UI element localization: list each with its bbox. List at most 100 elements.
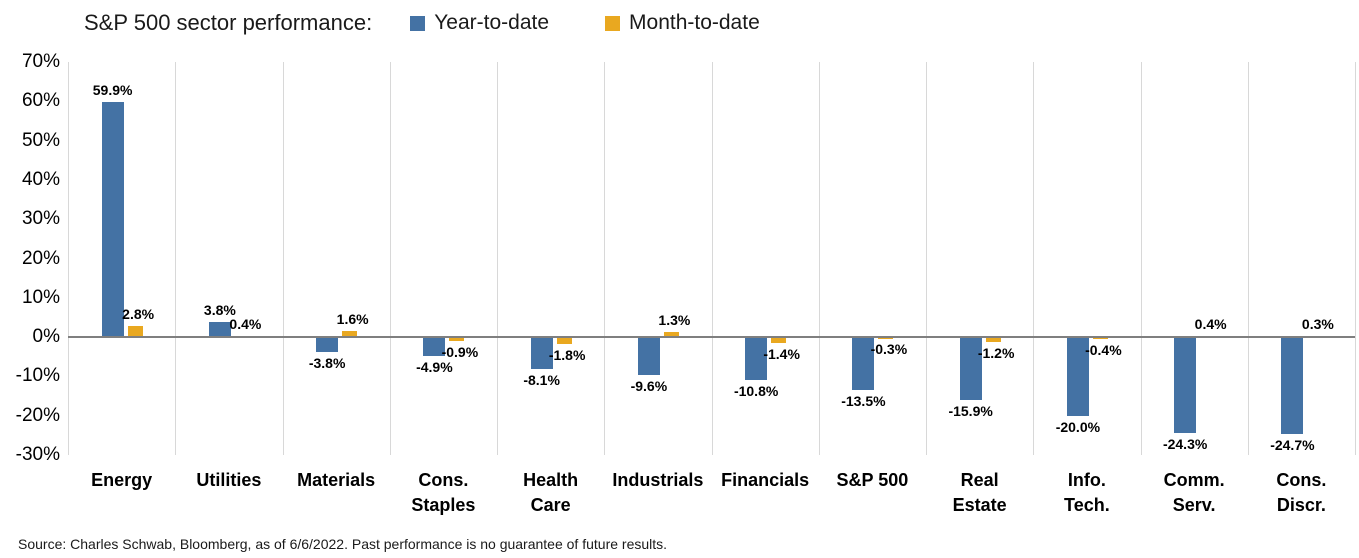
legend-label: Month-to-date [629,11,760,34]
gridline [68,62,69,455]
y-axis-tick-label: 20% [21,247,60,269]
category-label: S&P 500 [837,468,909,493]
bar-value-label: -10.8% [733,382,779,399]
category-label-line: S&P 500 [836,470,909,490]
legend-swatch-mtd [605,15,621,31]
category-label-line: Real [960,470,999,490]
gridline [282,62,284,455]
ytd-bar-health-care [530,337,553,369]
chart-header: S&P 500 sector performance: Year-to-date… [84,10,760,36]
mtd-bar-energy [127,326,143,338]
category-label-line: Comm. [1163,470,1225,490]
category-label-line: Info. [1067,470,1106,490]
category-label-line: Staples [411,495,476,515]
ytd-bar-materials [316,337,339,353]
category-label: Industrials [612,468,703,493]
y-axis-tick-label: 40% [21,168,60,190]
bar-value-label: -24.3% [1162,435,1208,452]
mtd-bar-real-estate [985,337,1001,342]
ytd-bar-cons-staples [423,337,446,357]
zero-axis-line [68,336,1355,339]
gridline [175,62,177,455]
category-label-line: Utilities [196,470,262,490]
ytd-bar-energy [101,101,124,338]
category-label-line: Materials [297,470,376,490]
gridline [1355,62,1356,455]
legend-item-ytd: Year-to-date [410,11,549,35]
bar-value-label: -8.1% [523,371,560,388]
bar-value-label: -9.6% [630,377,668,394]
bar-value-label: -0.4% [1085,341,1122,358]
category-label: Comm. Serv. [1164,468,1225,518]
y-axis-tick-label: 30% [21,208,60,230]
bar-value-label: -13.5% [841,393,886,410]
category-label-line: Health [523,470,579,490]
ytd-bar-comm-serv- [1174,337,1197,433]
gridline [1140,62,1142,455]
category-label-line: Estate [952,495,1007,515]
bar-value-label: -0.9% [441,343,479,360]
mtd-bar-financials [771,337,787,343]
category-label: Energy [91,468,152,493]
bar-value-label: -3.8% [308,355,346,372]
ytd-bar-real-estate [959,337,982,400]
gridline [926,62,927,455]
legend-swatch-ytd [410,15,426,31]
ytd-bar-cons-discr- [1281,337,1304,435]
category-label: Info. Tech. [1064,468,1110,518]
bar-value-label: -20.0% [1055,418,1101,435]
legend-item-mtd: Month-to-date [605,11,760,35]
category-label: Utilities [196,468,261,493]
ytd-bar-industrials [637,337,660,375]
category-label: Real Estate [953,468,1007,518]
mtd-bar-health-care [556,337,572,345]
source-note: Source: Charles Schwab, Bloomberg, as of… [18,536,668,552]
ytd-bar-utilities [208,322,231,338]
ytd-bar-financials [745,337,768,380]
y-axis-tick-label: -20% [15,404,60,426]
y-axis-tick-label: 60% [21,90,60,112]
category-label: Materials [297,468,375,493]
gridline [497,62,498,455]
gridline [389,62,391,455]
legend: Year-to-date Month-to-date [410,11,760,35]
gridline [1247,62,1249,455]
gridline [1033,62,1035,455]
category-label: Health Care [523,468,578,518]
bar-value-label: -1.8% [548,347,586,364]
y-axis-tick-label: 0% [32,326,60,348]
gridline [818,62,820,455]
category-label-line: Financials [721,470,810,490]
bar-value-label: -4.9% [416,359,453,376]
bar-value-label: 1.6% [336,310,369,327]
mtd-bar-industrials [663,331,679,338]
bar-value-label: 0.4% [229,315,262,332]
category-label-line: Energy [91,470,153,490]
bar-value-label: -24.7% [1270,437,1315,454]
bar-value-label: 0.3% [1301,315,1334,332]
bar-value-label: -0.3% [870,341,908,358]
y-axis-tick-label: 50% [21,129,60,151]
gridline [604,62,606,455]
ytd-bar-s-p-500 [852,337,875,391]
ytd-bar-info-tech- [1066,337,1089,416]
bar-value-label: -1.4% [763,345,800,362]
category-label: Cons. Staples [411,468,475,518]
category-label-line: Cons. [418,470,469,490]
y-axis-tick-label: -30% [15,444,60,465]
y-axis-tick-label: 10% [21,286,60,308]
category-label: Cons. Discr. [1276,468,1326,518]
legend-label: Year-to-date [434,11,550,34]
category-label-line: Cons. [1276,470,1327,490]
bar-value-label: 1.3% [658,311,691,328]
bar-value-label: -1.2% [977,344,1015,361]
bar-value-label: 0.4% [1194,315,1227,332]
y-axis-tick-label: 70% [21,51,60,72]
category-label: Financials [721,468,809,493]
bar-value-label: -15.9% [948,402,993,419]
bar-value-label: 59.9% [92,81,133,98]
category-label-line: Industrials [612,470,704,490]
category-label-line: Care [530,495,571,515]
